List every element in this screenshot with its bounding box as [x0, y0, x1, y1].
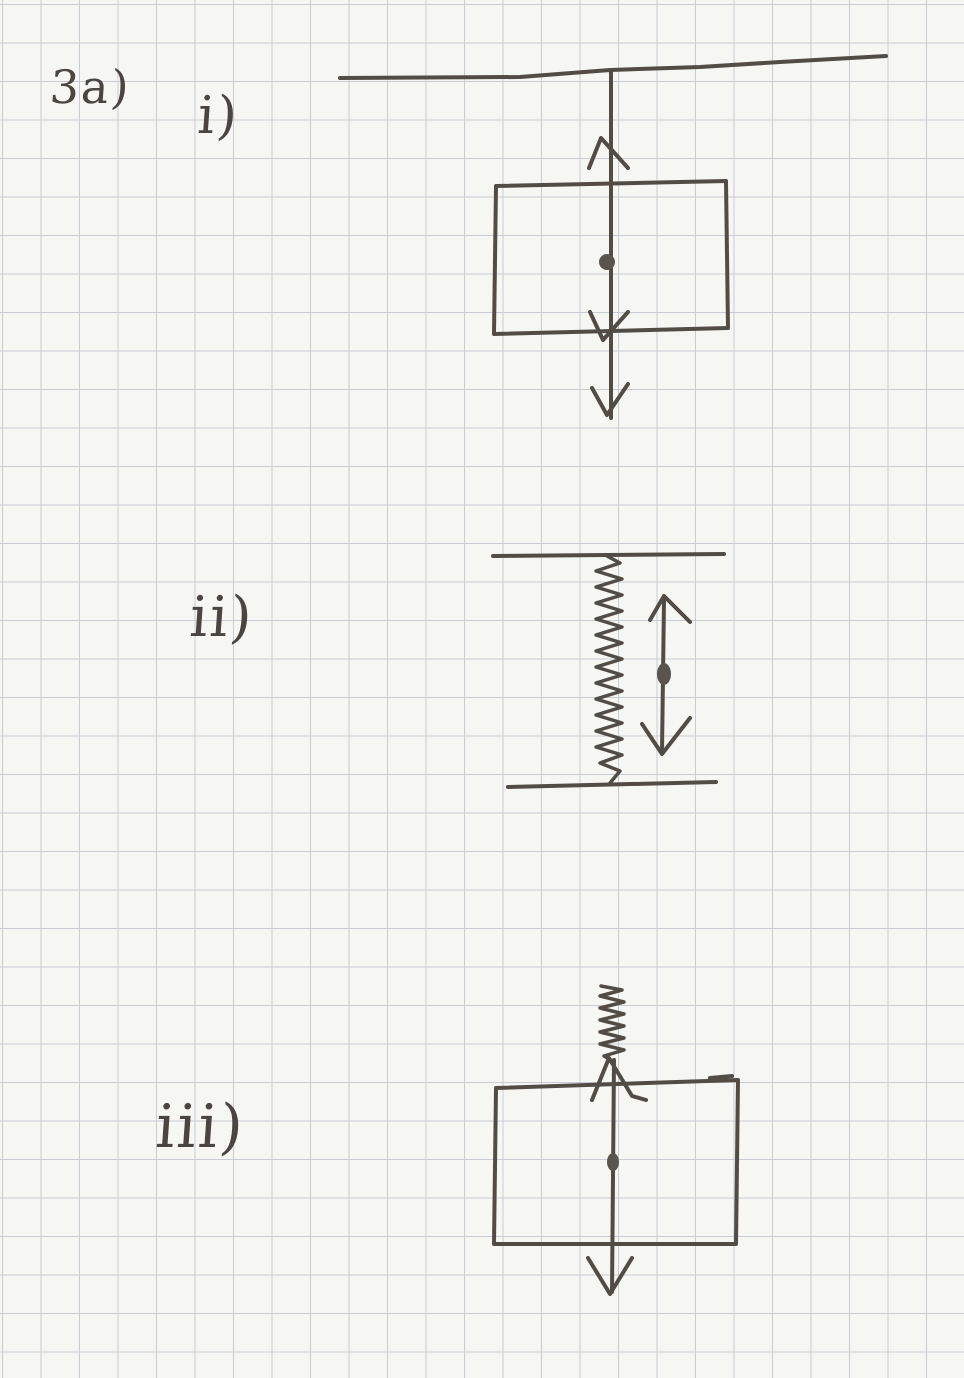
weight-arrow-head-iii	[586, 1256, 634, 1296]
displacement-arrow-head-up	[648, 594, 692, 624]
block-iii-corner-mark	[708, 1074, 734, 1080]
ceiling-line	[338, 54, 888, 80]
bottom-plate	[506, 780, 718, 789]
weight-arrow-head-lower	[590, 382, 630, 417]
spring-ii	[594, 554, 624, 785]
diagram-part-i	[338, 54, 888, 420]
center-dot-ii	[657, 663, 671, 685]
spring-force-arrow-head	[590, 1056, 648, 1102]
block-iii	[492, 1078, 740, 1246]
center-of-mass-dot-iii	[607, 1153, 619, 1171]
weight-arrow-head-upper	[588, 310, 630, 342]
force-line-iii	[610, 1058, 616, 1294]
center-of-mass-dot-i	[599, 254, 615, 270]
spring-iii	[598, 984, 626, 1064]
diagram-part-iii	[492, 984, 740, 1296]
tension-arrow-head	[587, 136, 630, 170]
block-i	[492, 179, 730, 336]
displacement-arrow-head-down	[640, 716, 692, 756]
diagram-part-ii	[491, 552, 726, 789]
